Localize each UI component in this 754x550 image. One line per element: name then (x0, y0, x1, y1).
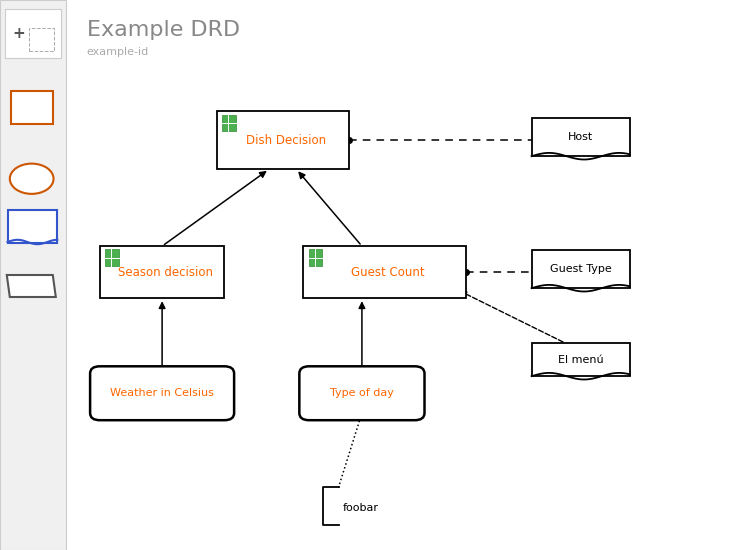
FancyBboxPatch shape (0, 0, 66, 550)
FancyBboxPatch shape (532, 118, 630, 156)
Polygon shape (7, 275, 56, 297)
Text: Type of day: Type of day (330, 388, 394, 398)
Text: El menú: El menú (558, 355, 603, 365)
Ellipse shape (10, 164, 54, 194)
FancyBboxPatch shape (5, 9, 61, 58)
Text: foobar: foobar (342, 503, 379, 513)
Text: Guest Type: Guest Type (550, 265, 611, 274)
FancyBboxPatch shape (532, 250, 630, 288)
FancyBboxPatch shape (303, 246, 466, 298)
Text: Guest Count: Guest Count (351, 266, 425, 279)
Text: Season decision: Season decision (118, 266, 213, 279)
Text: Example DRD: Example DRD (87, 20, 240, 40)
FancyBboxPatch shape (532, 343, 630, 376)
FancyBboxPatch shape (309, 250, 323, 266)
Text: Dish Decision: Dish Decision (246, 134, 326, 147)
FancyBboxPatch shape (100, 246, 225, 298)
FancyBboxPatch shape (222, 115, 235, 131)
FancyBboxPatch shape (106, 250, 118, 266)
FancyBboxPatch shape (8, 210, 57, 243)
Text: Weather in Celsius: Weather in Celsius (110, 388, 214, 398)
FancyBboxPatch shape (11, 91, 53, 124)
FancyBboxPatch shape (217, 111, 348, 169)
FancyBboxPatch shape (90, 366, 234, 420)
Text: +: + (13, 26, 25, 41)
Text: example-id: example-id (87, 47, 149, 57)
FancyBboxPatch shape (299, 366, 425, 420)
Text: Host: Host (568, 133, 593, 142)
